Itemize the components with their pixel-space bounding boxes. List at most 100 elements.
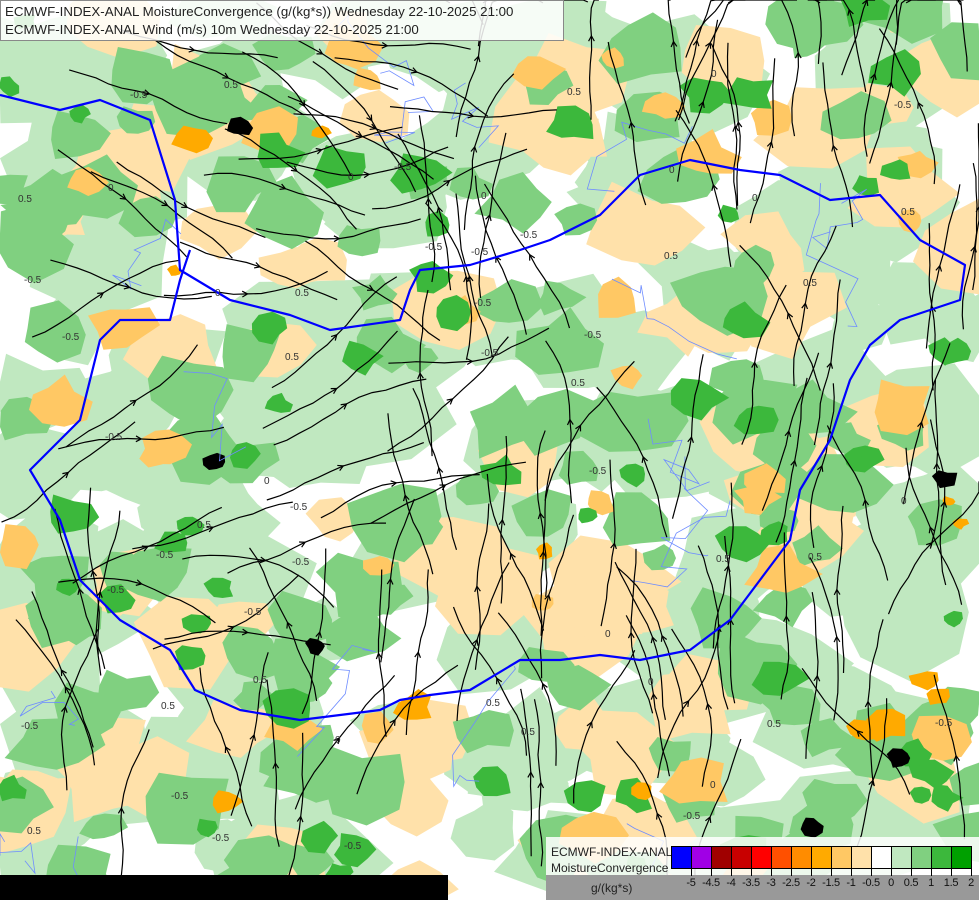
convergence-area: [619, 463, 645, 488]
convergence-area: [452, 710, 514, 754]
streamline-arrow: [627, 631, 635, 639]
legend-swatch: [852, 847, 872, 868]
divergence-area: [133, 596, 249, 690]
contour-label: 0.5: [486, 698, 500, 709]
legend-tick: [971, 868, 972, 876]
convergence-area: [690, 587, 762, 649]
streamline-arrow: [588, 34, 595, 42]
country-border: [0, 93, 967, 722]
streamline-arrow: [161, 200, 169, 207]
convergence-area: [222, 625, 285, 681]
convergence-area: [473, 766, 511, 797]
convergence-area: [670, 378, 730, 421]
legend-tick-label: -5: [686, 877, 696, 889]
streamline-arrow: [862, 0, 869, 7]
river: [183, 371, 246, 462]
streamline-arrow: [784, 429, 792, 438]
convergence-area: [390, 153, 453, 194]
convergence-area: [69, 104, 91, 124]
legend-source: ECMWF-INDEX-ANAL: [551, 845, 673, 859]
contour-label: 0.5: [803, 278, 817, 289]
streamline-arrow: [61, 705, 68, 713]
divergence-area: [641, 92, 686, 119]
map-title-box: ECMWF-INDEX-ANAL MoistureConvergence (g/…: [0, 0, 564, 41]
streamline-arrow: [259, 556, 267, 564]
divergence-area: [676, 129, 742, 174]
streamline-arrow: [135, 579, 143, 586]
divergence-area: [598, 276, 636, 318]
legend-tick: [911, 868, 912, 876]
contour-label: 0: [752, 193, 758, 204]
convergence-area: [943, 610, 963, 628]
divergence-area: [305, 497, 360, 542]
streamline-arrow: [801, 302, 809, 310]
legend-swatches: [671, 846, 972, 869]
contour-label: 0.5: [571, 378, 585, 389]
river: [647, 418, 710, 492]
streamline-arrow: [537, 781, 545, 789]
legend-tick-label: -4: [726, 877, 736, 889]
streamline-arrow: [905, 0, 912, 4]
streamline-arrow: [814, 0, 821, 4]
divergence-area: [681, 25, 765, 91]
contour-label: -0.5: [292, 557, 310, 568]
streamline-arrow: [735, 120, 743, 128]
legend-tick: [711, 868, 712, 876]
divergence-area: [67, 166, 109, 196]
contour-label: 0.5: [808, 552, 822, 563]
streamline-arrow: [509, 552, 516, 560]
streamline-arrow: [375, 652, 383, 660]
streamline-arrow: [62, 471, 70, 479]
divergence-area: [744, 463, 786, 494]
contour-label: 0: [108, 183, 114, 194]
legend-tick: [931, 868, 932, 876]
convergence-area: [907, 499, 962, 546]
streamline-arrow: [732, 124, 740, 132]
convergence-area: [714, 526, 770, 563]
legend-swatch: [892, 847, 912, 868]
legend-tick: [751, 868, 752, 876]
river: [450, 82, 500, 148]
contour-label: -0.5: [471, 247, 489, 258]
streamline-arrow: [566, 418, 574, 426]
contour-label: 0: [648, 677, 654, 688]
streamline-arrow: [472, 638, 479, 646]
legend-swatch: [772, 847, 792, 868]
streamline-arrow: [279, 183, 287, 190]
streamline-arrow: [813, 674, 821, 682]
convergence-area: [931, 784, 964, 812]
streamline-arrow: [290, 165, 298, 172]
convergence-area: [0, 196, 71, 245]
streamline-arrow: [60, 669, 67, 677]
streamline-arrow: [417, 372, 424, 380]
legend-swatch: [672, 847, 692, 868]
streamline-arrow: [864, 700, 872, 708]
streamline-arrow: [705, 815, 712, 824]
streamline-arrow: [436, 466, 444, 474]
legend-tick-label: -0.5: [862, 877, 880, 889]
streamline-arrow: [935, 264, 943, 272]
streamline-arrow: [786, 312, 794, 320]
legend-swatch: [952, 847, 971, 868]
streamline-arrow: [90, 570, 98, 578]
divergence-area: [560, 710, 683, 799]
streamline-arrow: [117, 806, 125, 814]
legend-swatch: [872, 847, 892, 868]
streamline-arrow: [474, 585, 481, 593]
convergence-area: [733, 405, 779, 435]
streamline-arrow: [831, 144, 838, 152]
contour-label: 0.5: [27, 826, 41, 837]
convergence-area: [0, 201, 74, 284]
contour-label: 0.5: [253, 675, 267, 686]
streamline-arrow: [369, 123, 377, 131]
convergence-area: [203, 577, 234, 598]
legend-tick-label: 1: [928, 877, 934, 889]
streamline-arrow: [847, 8, 854, 16]
streamline-arrow: [544, 593, 551, 601]
convergence-area: [733, 244, 775, 290]
streamline-arrow: [650, 635, 658, 644]
convergence-area: [759, 521, 788, 546]
river: [452, 666, 516, 788]
streamline-arrow: [188, 45, 196, 53]
